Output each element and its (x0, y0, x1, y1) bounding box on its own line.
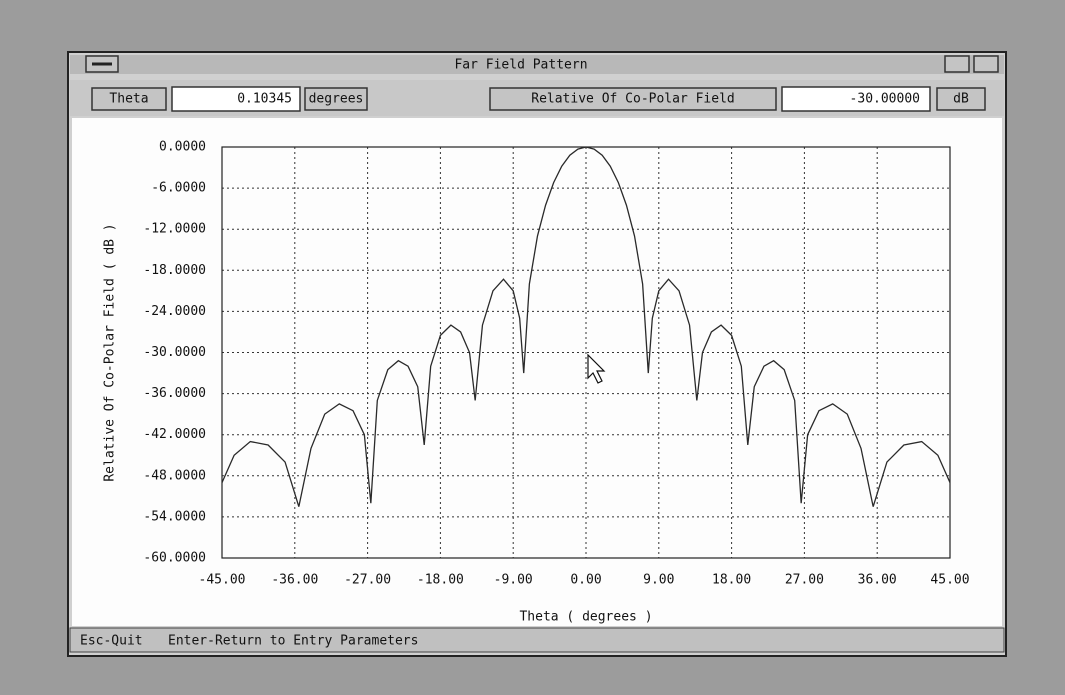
y-tick-label: -12.0000 (143, 222, 206, 237)
maximize-button[interactable] (945, 56, 969, 72)
screen: Far Field Pattern Theta 0.10345 degrees … (0, 0, 1065, 695)
x-tick-label: 36.00 (858, 573, 897, 588)
page: Far Field Pattern Theta 0.10345 degrees … (0, 0, 1065, 695)
y-axis-label: Relative Of Co-Polar Field ( dB ) (103, 223, 118, 481)
y-tick-label: -24.0000 (143, 304, 206, 319)
field-unit-label[interactable]: dB (953, 92, 969, 107)
x-tick-label: -45.00 (199, 573, 246, 588)
y-tick-label: -42.0000 (143, 427, 206, 442)
theta-button-label[interactable]: Theta (109, 92, 148, 107)
field-button-label[interactable]: Relative Of Co-Polar Field (531, 92, 735, 107)
y-tick-label: -48.0000 (143, 468, 206, 483)
status-esc: Esc-Quit (80, 634, 143, 649)
x-tick-label: -27.00 (344, 573, 391, 588)
minimize-button[interactable] (974, 56, 998, 72)
y-tick-label: -60.0000 (143, 551, 206, 566)
x-tick-label: 45.00 (930, 573, 969, 588)
status-enter: Enter-Return to Entry Parameters (168, 634, 418, 649)
chart-area (72, 118, 1002, 626)
theta-unit-label[interactable]: degrees (309, 92, 364, 107)
window-title: Far Field Pattern (454, 58, 587, 73)
y-tick-label: -18.0000 (143, 263, 206, 278)
x-tick-label: -36.00 (271, 573, 318, 588)
x-tick-label: -9.00 (494, 573, 533, 588)
x-tick-label: 0.00 (570, 573, 601, 588)
x-tick-label: 27.00 (785, 573, 824, 588)
x-tick-label: 9.00 (643, 573, 674, 588)
y-tick-label: -30.0000 (143, 345, 206, 360)
y-tick-label: -54.0000 (143, 509, 206, 524)
theta-field-value[interactable]: 0.10345 (237, 92, 292, 107)
x-axis-label: Theta ( degrees ) (519, 610, 652, 625)
x-tick-label: 18.00 (712, 573, 751, 588)
y-tick-label: -6.0000 (151, 181, 206, 196)
x-tick-label: -18.00 (417, 573, 464, 588)
y-tick-label: 0.0000 (159, 140, 206, 155)
y-tick-label: -36.0000 (143, 386, 206, 401)
field-value[interactable]: -30.00000 (850, 92, 920, 107)
